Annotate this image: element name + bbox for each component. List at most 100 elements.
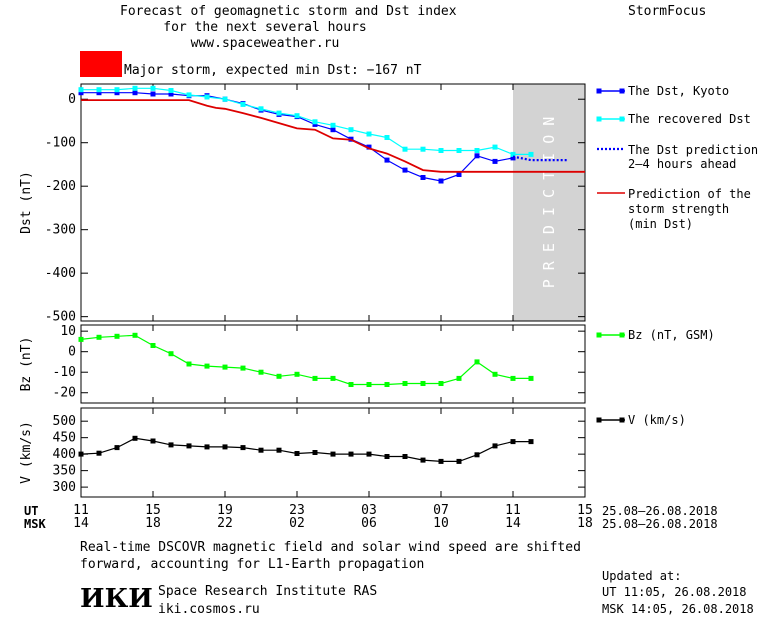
legend-swatch-bz-marker <box>596 332 602 338</box>
footer-note-line-1: Real-time DSCOVR magnetic field and sola… <box>80 540 581 555</box>
data-point-bz-0 <box>330 375 336 381</box>
date-range-msk: 25.08–26.08.2018 <box>602 517 718 531</box>
data-point-bz-0 <box>420 381 426 386</box>
data-point-dst-1 <box>96 87 102 93</box>
data-point-dst-0 <box>78 90 84 96</box>
data-point-v-0 <box>240 445 246 451</box>
data-point-bz-0 <box>222 364 228 370</box>
data-point-v-0 <box>474 452 480 458</box>
data-point-v-0 <box>276 447 282 453</box>
storm-level-swatch <box>80 51 122 77</box>
data-point-dst-0 <box>438 178 444 184</box>
series-line-dst-0 <box>81 92 514 182</box>
msk-tick-label: 18 <box>145 516 161 531</box>
series-line-dst-1 <box>81 87 531 155</box>
legend-swatch-v-marker <box>596 417 602 423</box>
data-point-bz-0 <box>240 365 246 371</box>
iki-logo: ИКИ <box>80 584 153 614</box>
data-point-bz-0 <box>96 334 102 340</box>
bz-ytick-label: 0 <box>68 345 76 360</box>
series-line-dst-2 <box>512 155 567 162</box>
data-point-v-0 <box>528 439 534 445</box>
institute-site[interactable]: iki.cosmos.ru <box>158 602 260 617</box>
website-url[interactable]: www.spaceweather.ru <box>190 36 340 51</box>
data-point-dst-1 <box>132 85 138 91</box>
ut-tick-label: 03 <box>361 503 377 518</box>
data-point-dst-0 <box>456 172 462 177</box>
prediction-band-label: P R E D I C T I O N <box>540 117 558 289</box>
data-point-dst-0 <box>510 155 516 161</box>
legend-swatch-dst-kyoto-marker <box>619 88 625 94</box>
prediction-band <box>513 84 585 321</box>
data-point-dst-1 <box>258 106 264 112</box>
series-line-bz-0 <box>80 334 531 386</box>
data-point-dst-1 <box>348 127 354 133</box>
data-point-bz-0 <box>402 381 408 386</box>
data-point-dst-1 <box>474 148 480 153</box>
msk-tick-label: 22 <box>217 516 233 531</box>
data-point-v-0 <box>78 451 84 457</box>
ut-tick-label: 19 <box>217 503 233 518</box>
date-range-ut: 25.08–26.08.2018 <box>602 504 718 518</box>
data-point-v-0 <box>168 442 174 448</box>
data-point-dst-1 <box>510 151 516 157</box>
v-ylabel: V (km/s) <box>19 421 34 484</box>
data-point-bz-0 <box>114 333 120 339</box>
data-point-dst-0 <box>384 157 390 163</box>
data-point-v-0 <box>438 458 444 464</box>
updated-ut: UT 11:05, 26.08.2018 <box>602 585 747 599</box>
data-point-v-0 <box>348 451 354 457</box>
data-point-dst-1 <box>330 122 336 128</box>
legend-swatch-recovered-marker <box>596 116 602 122</box>
data-point-dst-1 <box>186 92 192 98</box>
data-point-bz-0 <box>168 351 174 357</box>
v-ytick-label: 500 <box>53 414 76 429</box>
data-point-bz-0 <box>312 375 318 381</box>
msk-tick-label: 02 <box>289 516 305 531</box>
v-ytick-label: 300 <box>53 480 76 495</box>
ut-tick-label: 15 <box>145 503 161 518</box>
dst-ytick-label: -400 <box>45 266 76 281</box>
data-point-bz-0 <box>456 375 462 381</box>
data-point-dst-0 <box>474 153 480 159</box>
footer-note-line-2: forward, accounting for L1-Earth propaga… <box>80 557 425 572</box>
data-point-bz-0 <box>438 381 444 386</box>
legend-swatch-dst-kyoto-marker <box>596 88 602 94</box>
chart-title-line-1: Forecast of geomagnetic storm and Dst in… <box>120 4 457 19</box>
legend-v: V (km/s) <box>628 413 686 427</box>
data-point-v-0 <box>312 450 318 455</box>
v-ytick-label: 400 <box>53 447 76 462</box>
data-point-bz-0 <box>204 363 210 369</box>
v-ytick-label: 450 <box>53 431 76 446</box>
ut-tick-label: 23 <box>289 503 305 518</box>
dst-ytick-label: 0 <box>68 92 76 107</box>
dst-ytick-label: -100 <box>45 136 76 151</box>
ut-tick-label: 15 <box>577 503 593 518</box>
msk-tick-label: 10 <box>433 516 449 531</box>
data-point-bz-0 <box>384 382 390 387</box>
data-point-v-0 <box>258 447 264 453</box>
data-point-v-0 <box>402 454 408 459</box>
data-point-bz-0 <box>492 371 498 377</box>
data-point-v-0 <box>420 457 426 463</box>
legend-strength-line-1: Prediction of the <box>628 187 751 201</box>
data-point-bz-0 <box>150 343 156 348</box>
data-point-dst-1 <box>294 113 300 119</box>
msk-tick-label: 18 <box>577 516 593 531</box>
series-line-dst-3 <box>81 99 585 173</box>
data-point-bz-0 <box>294 371 300 377</box>
data-point-dst-1 <box>78 87 84 93</box>
data-point-dst-1 <box>312 119 318 125</box>
legend-prediction-line-1: The Dst prediction <box>628 143 759 157</box>
data-point-dst-1 <box>240 101 246 107</box>
data-point-dst-1 <box>456 148 462 153</box>
data-point-v-0 <box>186 443 192 449</box>
data-point-dst-1 <box>384 135 390 140</box>
data-point-dst-1 <box>438 148 444 153</box>
data-point-v-0 <box>150 438 156 444</box>
legend-swatch-bz-marker <box>619 332 625 338</box>
ut-tick-label: 11 <box>505 503 521 518</box>
data-point-dst-0 <box>132 90 138 96</box>
legend-recovered: The recovered Dst <box>628 112 751 126</box>
